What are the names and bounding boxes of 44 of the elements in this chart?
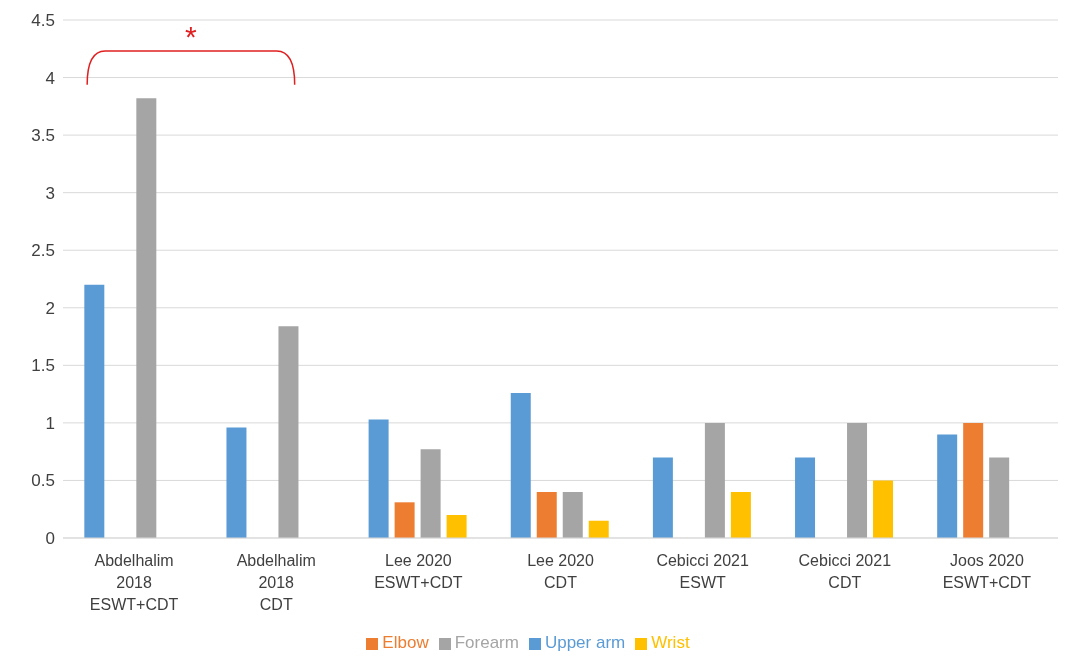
y-tick-label: 3 <box>45 183 55 203</box>
y-tick-label: 0.5 <box>31 471 55 491</box>
bar <box>730 491 751 538</box>
y-tick-label: 2.5 <box>31 241 55 261</box>
bar <box>510 392 531 538</box>
bar <box>652 457 673 538</box>
y-tick-label: 4.5 <box>31 11 55 31</box>
bar <box>937 434 958 538</box>
bar <box>704 422 725 538</box>
bar <box>136 98 157 538</box>
y-tick-label: 4 <box>45 68 55 88</box>
x-tick-label: Joos 2020 ESWT+CDT <box>942 552 1032 591</box>
legend-label: Elbow <box>382 633 429 652</box>
bar <box>963 422 984 538</box>
x-tick-label: Lee 2020 CDT <box>527 552 594 591</box>
x-tick-label: Cebicci 2021 ESWT <box>656 552 749 591</box>
y-tick-label: 1 <box>45 413 55 433</box>
y-tick-label: 1.5 <box>31 356 55 376</box>
bar <box>989 457 1010 538</box>
bar <box>84 284 105 538</box>
bar <box>873 480 894 538</box>
legend-label: Forearm <box>454 633 519 652</box>
legend-label: Wrist <box>651 633 690 652</box>
bar <box>278 326 299 538</box>
bar <box>226 427 247 538</box>
y-tick-label: 0 <box>45 529 55 549</box>
bar <box>394 502 415 538</box>
bracket: * <box>86 20 296 86</box>
y-tick-label: 3.5 <box>31 126 55 146</box>
bar <box>847 422 868 538</box>
x-tick-label: Abdelhalim 2018 CDT <box>236 552 316 613</box>
bar <box>420 449 441 538</box>
bar <box>795 457 816 538</box>
annotation: * <box>185 20 198 54</box>
bar <box>562 491 583 538</box>
x-tick-label: Cebicci 2021 CDT <box>798 552 892 591</box>
bar <box>446 514 467 538</box>
legend-label: Upper arm <box>544 633 626 652</box>
y-tick-label: 2 <box>45 298 55 318</box>
bar <box>536 491 557 538</box>
x-tick-label: Lee 2020 ESWT+CDT <box>374 552 463 591</box>
x-tick-label: Abdelhalim 2018 ESWT+CDT <box>89 552 179 613</box>
bar <box>368 419 389 538</box>
bar <box>588 520 609 538</box>
